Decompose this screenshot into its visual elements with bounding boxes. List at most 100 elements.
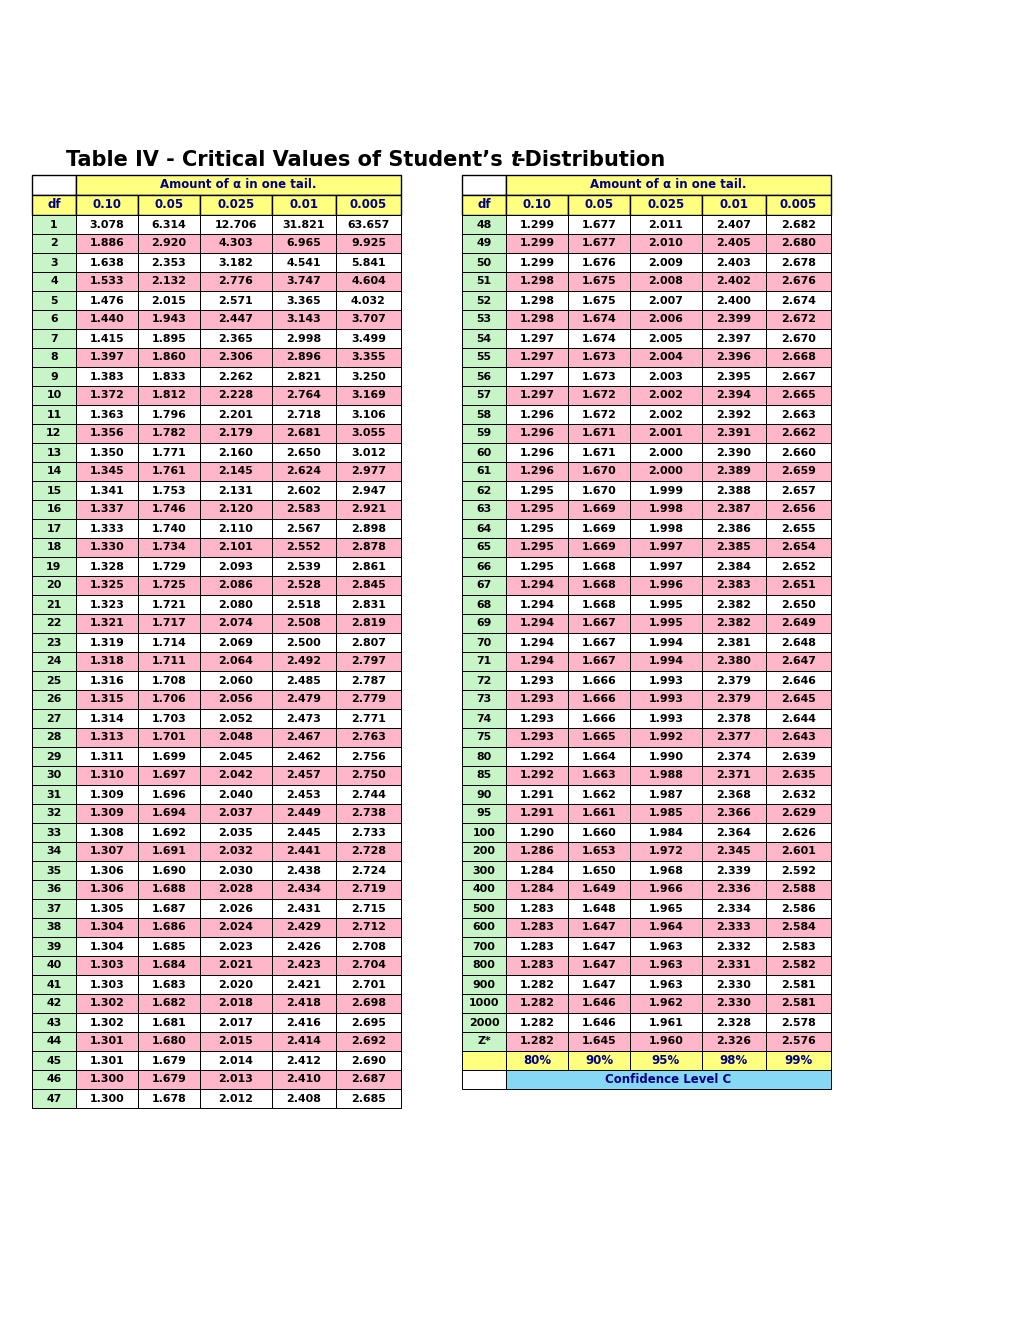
- Bar: [76, 576, 138, 595]
- Text: 2.431: 2.431: [286, 903, 321, 913]
- Bar: [272, 234, 335, 253]
- Text: 1.886: 1.886: [90, 239, 124, 248]
- Text: 1.300: 1.300: [90, 1074, 124, 1085]
- Text: 2.365: 2.365: [218, 334, 253, 343]
- Text: 1.994: 1.994: [648, 656, 683, 667]
- Text: 2.042: 2.042: [218, 771, 254, 780]
- Bar: [701, 937, 765, 956]
- Bar: [32, 917, 76, 937]
- Text: 2.333: 2.333: [716, 923, 751, 932]
- Text: 1.729: 1.729: [152, 561, 186, 572]
- Bar: [335, 1032, 400, 1051]
- Bar: [272, 975, 335, 994]
- Text: 2.445: 2.445: [286, 828, 321, 837]
- Text: 1.297: 1.297: [519, 391, 554, 400]
- Text: 1.666: 1.666: [581, 676, 615, 685]
- Text: 1.734: 1.734: [152, 543, 186, 553]
- Text: 1.350: 1.350: [90, 447, 124, 458]
- Text: 3.078: 3.078: [90, 219, 124, 230]
- Text: 2.080: 2.080: [218, 599, 253, 610]
- Bar: [272, 766, 335, 785]
- Text: 1.990: 1.990: [648, 751, 683, 762]
- Bar: [138, 861, 200, 880]
- Text: 1.992: 1.992: [648, 733, 683, 742]
- Bar: [568, 1051, 630, 1071]
- Text: 1.310: 1.310: [90, 771, 124, 780]
- Bar: [200, 652, 272, 671]
- Bar: [138, 444, 200, 462]
- Text: 2.878: 2.878: [351, 543, 385, 553]
- Bar: [200, 747, 272, 766]
- Text: 54: 54: [476, 334, 491, 343]
- Bar: [765, 822, 830, 842]
- Text: 1.292: 1.292: [519, 771, 554, 780]
- Text: 1.302: 1.302: [90, 1018, 124, 1027]
- Bar: [568, 917, 630, 937]
- Text: 28: 28: [46, 733, 61, 742]
- Bar: [765, 690, 830, 709]
- Text: 5: 5: [50, 296, 58, 305]
- Bar: [76, 557, 138, 576]
- Bar: [568, 671, 630, 690]
- Bar: [630, 1012, 701, 1032]
- Text: 2.120: 2.120: [218, 504, 254, 515]
- Text: 2.017: 2.017: [218, 1018, 253, 1027]
- Text: 2.326: 2.326: [715, 1036, 751, 1047]
- Text: 0.025: 0.025: [217, 198, 255, 211]
- Text: 2.645: 2.645: [781, 694, 815, 705]
- Text: 1.309: 1.309: [90, 808, 124, 818]
- Bar: [462, 576, 505, 595]
- Bar: [138, 1032, 200, 1051]
- Text: 2.764: 2.764: [286, 391, 321, 400]
- Text: 3.012: 3.012: [351, 447, 385, 458]
- Text: 1.397: 1.397: [90, 352, 124, 363]
- Text: 0.05: 0.05: [584, 198, 613, 211]
- Bar: [272, 405, 335, 424]
- Bar: [462, 595, 505, 614]
- Bar: [76, 348, 138, 367]
- Bar: [272, 272, 335, 290]
- Bar: [138, 595, 200, 614]
- Bar: [630, 785, 701, 804]
- Bar: [630, 975, 701, 994]
- Bar: [32, 709, 76, 729]
- Text: 2.377: 2.377: [716, 733, 751, 742]
- Bar: [138, 766, 200, 785]
- Bar: [138, 424, 200, 444]
- Bar: [568, 500, 630, 519]
- Text: 2.896: 2.896: [286, 352, 321, 363]
- Text: 2.655: 2.655: [781, 524, 815, 533]
- Bar: [138, 348, 200, 367]
- Text: 1.295: 1.295: [519, 561, 554, 572]
- Bar: [505, 822, 568, 842]
- Text: 2.539: 2.539: [286, 561, 321, 572]
- Bar: [568, 804, 630, 822]
- Bar: [138, 195, 200, 215]
- Bar: [138, 539, 200, 557]
- Bar: [32, 444, 76, 462]
- Bar: [462, 614, 505, 634]
- Text: 2.581: 2.581: [781, 998, 815, 1008]
- Bar: [76, 729, 138, 747]
- Bar: [76, 367, 138, 385]
- Bar: [32, 367, 76, 385]
- Text: 2.366: 2.366: [716, 808, 751, 818]
- Text: 26: 26: [46, 694, 61, 705]
- Text: 2.592: 2.592: [781, 866, 815, 875]
- Text: 2.383: 2.383: [716, 581, 751, 590]
- Bar: [701, 709, 765, 729]
- Text: 2.179: 2.179: [218, 429, 254, 438]
- Bar: [701, 462, 765, 480]
- Text: 35: 35: [47, 866, 61, 875]
- Text: 2.388: 2.388: [716, 486, 751, 495]
- Bar: [765, 290, 830, 310]
- Bar: [505, 614, 568, 634]
- Bar: [701, 329, 765, 348]
- Text: 2.378: 2.378: [716, 714, 751, 723]
- Text: 2.397: 2.397: [715, 334, 751, 343]
- Bar: [32, 253, 76, 272]
- Bar: [272, 519, 335, 539]
- Bar: [272, 480, 335, 500]
- Text: 1.308: 1.308: [90, 828, 124, 837]
- Text: 2.013: 2.013: [218, 1074, 253, 1085]
